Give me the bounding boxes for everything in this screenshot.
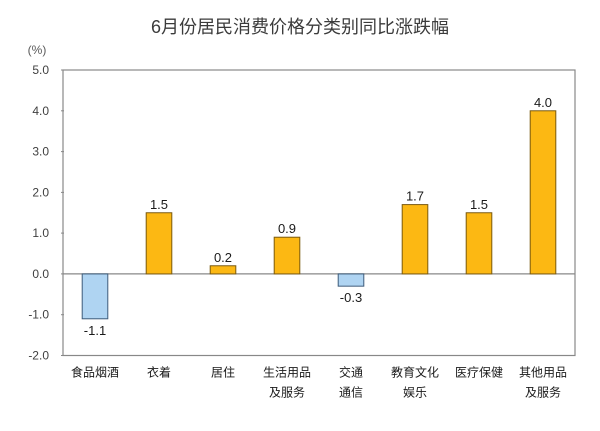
- svg-text:5.0: 5.0: [32, 63, 49, 77]
- svg-text:-2.0: -2.0: [28, 349, 49, 363]
- svg-text:0.2: 0.2: [214, 250, 232, 265]
- svg-text:1.7: 1.7: [406, 189, 424, 204]
- svg-text:居住: 居住: [211, 366, 235, 380]
- svg-text:0.0: 0.0: [32, 267, 49, 281]
- svg-text:1.5: 1.5: [150, 197, 168, 212]
- svg-text:通信: 通信: [339, 386, 363, 400]
- svg-text:0.9: 0.9: [278, 221, 296, 236]
- svg-text:生活用品: 生活用品: [263, 366, 311, 380]
- svg-text:-0.3: -0.3: [340, 290, 362, 305]
- svg-text:1.5: 1.5: [470, 197, 488, 212]
- svg-text:6月份居民消费价格分类别同比涨跌幅: 6月份居民消费价格分类别同比涨跌幅: [151, 17, 449, 37]
- svg-text:1.0: 1.0: [32, 226, 49, 240]
- svg-text:及服务: 及服务: [269, 385, 305, 400]
- svg-text:教育文化: 教育文化: [391, 365, 439, 380]
- svg-text:娱乐: 娱乐: [403, 386, 427, 400]
- svg-text:及服务: 及服务: [525, 385, 561, 400]
- svg-text:4.0: 4.0: [534, 95, 552, 110]
- svg-text:衣着: 衣着: [147, 365, 171, 380]
- svg-text:3.0: 3.0: [32, 145, 49, 159]
- svg-text:2.0: 2.0: [32, 185, 49, 199]
- svg-text:食品烟酒: 食品烟酒: [71, 365, 119, 380]
- svg-text:4.0: 4.0: [32, 104, 49, 118]
- svg-text:-1.1: -1.1: [84, 323, 106, 338]
- svg-text:其他用品: 其他用品: [519, 366, 567, 380]
- svg-text:交通: 交通: [339, 365, 363, 380]
- svg-text:医疗保健: 医疗保健: [455, 366, 503, 380]
- svg-text:(%): (%): [28, 43, 47, 57]
- svg-text:-1.0: -1.0: [28, 308, 49, 322]
